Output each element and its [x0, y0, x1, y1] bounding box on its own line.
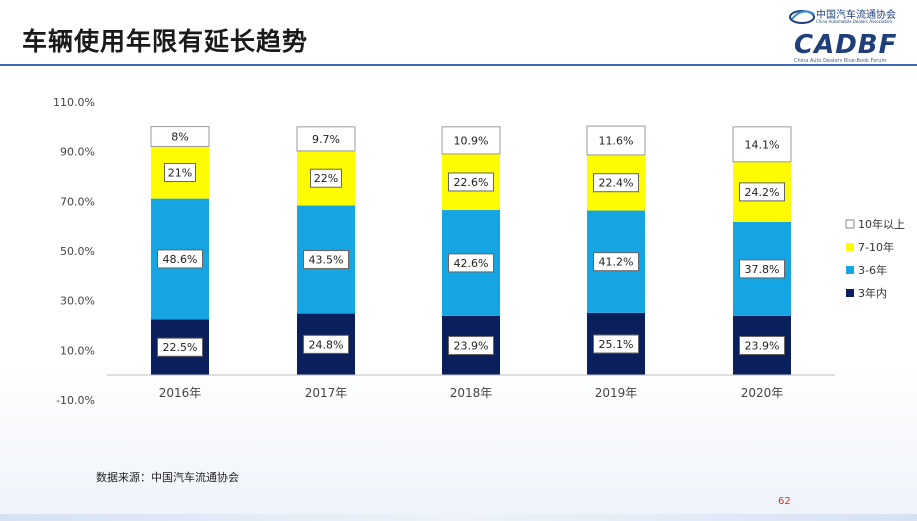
- title-underline: [0, 64, 917, 66]
- data-label: 41.2%: [599, 256, 634, 269]
- logo-en-name: China Automobile Dealers Association: [816, 19, 893, 24]
- logo-wordmark: CADBF: [794, 30, 898, 60]
- data-label-box: [739, 335, 785, 355]
- x-tick-label: 2019年: [595, 386, 638, 400]
- data-label: 24.2%: [745, 186, 780, 199]
- data-label-box: [303, 250, 349, 270]
- data-label-box: [593, 252, 639, 272]
- x-tick-label: 2018年: [450, 386, 493, 400]
- data-label-box: [157, 249, 203, 269]
- y-tick-label: 10.0%: [60, 344, 95, 357]
- data-label: 22.6%: [454, 176, 489, 189]
- x-tick-label: 2016年: [159, 386, 202, 400]
- bottom-decoration-strip: [0, 514, 917, 521]
- bar-segment: [150, 126, 210, 147]
- legend-swatch: [845, 219, 855, 229]
- y-tick-label: 30.0%: [60, 295, 95, 308]
- x-tick-label: 2017年: [305, 386, 348, 400]
- data-label: 23.9%: [745, 339, 780, 352]
- data-source-note: 数据来源：中国汽车流通协会: [96, 471, 239, 484]
- data-label: 14.1%: [745, 138, 780, 151]
- data-label: 48.6%: [163, 253, 198, 266]
- bar-segment: [441, 126, 501, 155]
- page-number: 62: [778, 496, 791, 507]
- data-label: 25.1%: [599, 338, 634, 351]
- legend-label: 7-10年: [858, 240, 894, 254]
- logo-cn-name: 中国汽车流通协会: [816, 10, 896, 21]
- data-label-box: [164, 163, 196, 183]
- legend-swatch: [846, 266, 854, 274]
- logo-emblem-icon: [789, 10, 815, 24]
- cadbf-logo: 中国汽车流通协会 China Automobile Dealers Associ…: [786, 4, 914, 64]
- legend-swatch: [846, 289, 854, 297]
- data-label: 37.8%: [745, 263, 780, 276]
- legend-swatch: [846, 243, 854, 251]
- slide-title: 车辆使用年限有延长趋势: [22, 27, 309, 56]
- data-label-box: [303, 334, 349, 354]
- y-tick-label: -10.0%: [56, 394, 95, 407]
- legend-label: 3年内: [858, 286, 887, 300]
- y-tick-label: 110.0%: [53, 96, 95, 109]
- data-label: 22.5%: [163, 341, 198, 354]
- data-label-box: [448, 335, 494, 355]
- data-label: 22%: [314, 172, 338, 185]
- data-label-box: [448, 172, 494, 192]
- y-tick-label: 70.0%: [60, 195, 95, 208]
- data-label: 43.5%: [309, 254, 344, 267]
- legend-label: 10年以上: [858, 217, 905, 231]
- bar-segment: [732, 126, 792, 163]
- data-label: 23.9%: [454, 339, 489, 352]
- data-label-box: [739, 259, 785, 279]
- bar-segment: [296, 126, 356, 152]
- x-tick-label: 2020年: [741, 386, 784, 400]
- logo-tagline: China Auto Dealers Blue-Book Forum: [794, 58, 887, 64]
- data-label-box: [448, 253, 494, 273]
- data-label: 22.4%: [599, 177, 634, 190]
- data-label: 8%: [171, 131, 188, 144]
- data-label-box: [593, 334, 639, 354]
- data-label: 21%: [168, 167, 192, 180]
- y-tick-label: 50.0%: [60, 245, 95, 258]
- data-label-box: [739, 182, 785, 202]
- legend-label: 3-6年: [858, 263, 887, 277]
- data-label: 9.7%: [312, 133, 340, 146]
- bar-segment: [586, 125, 646, 156]
- y-tick-label: 90.0%: [60, 146, 95, 159]
- data-label: 42.6%: [454, 257, 489, 270]
- data-label-box: [593, 173, 639, 193]
- data-label: 11.6%: [599, 134, 634, 147]
- data-label-box: [310, 168, 342, 188]
- data-label: 10.9%: [454, 134, 489, 147]
- data-label: 24.8%: [309, 338, 344, 351]
- data-label-box: [157, 337, 203, 357]
